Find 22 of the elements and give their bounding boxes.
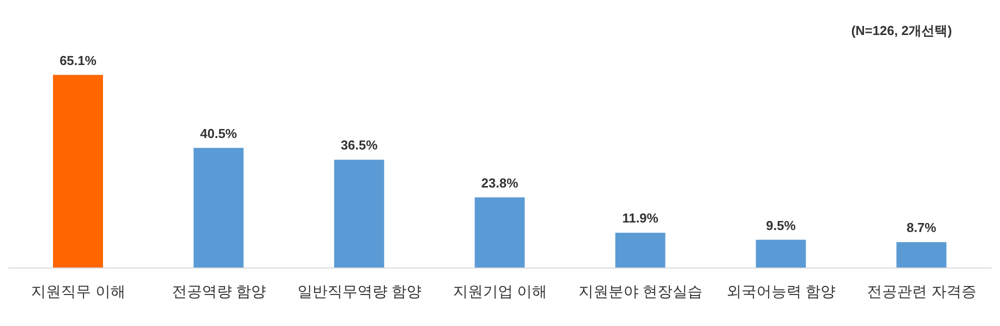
x-tick-label: 전공역량 함양 [172, 284, 266, 301]
bar [334, 160, 384, 268]
x-tick-label: 지원직무 이해 [31, 284, 126, 301]
bar [53, 74, 103, 268]
data-label: 11.9% [622, 210, 659, 226]
data-label: 65.1% [60, 52, 97, 68]
text: (N=126, 2개선택) [851, 22, 952, 40]
x-tick-label: 일반직무역량 함양 [297, 284, 422, 301]
data-label: 9.5% [766, 218, 796, 233]
x-tick-label: 지원분야 현장실습 [578, 284, 703, 301]
bar [474, 197, 525, 268]
data-label: 36.5% [340, 138, 378, 153]
bar [194, 148, 244, 268]
data-label: 40.5% [200, 126, 238, 141]
x-tick-label: 지원기업 이해 [452, 284, 548, 301]
x-tick-label: 외국어능력 함양 [726, 284, 836, 301]
bar [756, 240, 806, 268]
bar [896, 242, 946, 268]
bar [615, 232, 666, 268]
x-tick-label: 전공관련 자격증 [867, 284, 976, 301]
data-label: 8.7% [906, 220, 937, 236]
data-label: 23.8% [481, 175, 519, 190]
